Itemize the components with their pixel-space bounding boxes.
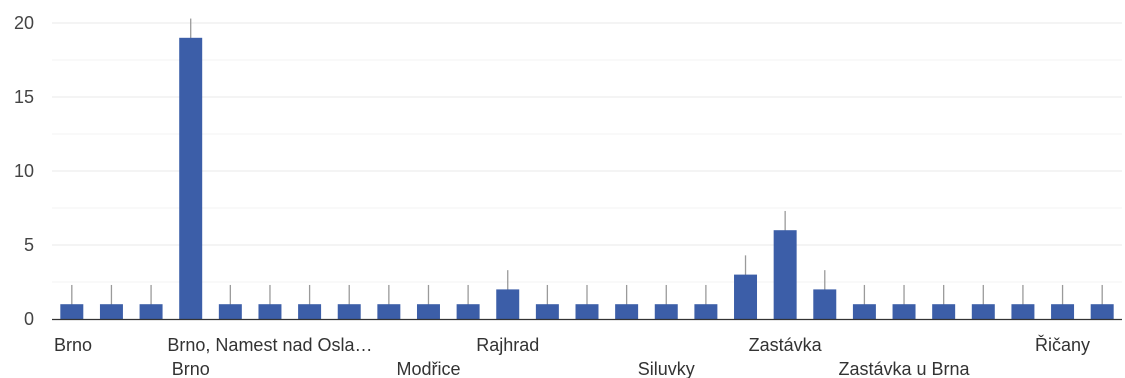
x-category-label: Rajhrad	[476, 335, 539, 355]
x-axis: Brno Brno Brno, Namest nad Osla… Modřice Raj…	[52, 318, 1122, 378]
bar	[1011, 304, 1035, 319]
bar	[1051, 304, 1075, 319]
bar	[535, 304, 559, 319]
x-category-label: Brno	[172, 359, 210, 378]
x-category-label: Zastávka	[749, 335, 823, 355]
bar	[179, 37, 203, 320]
bar	[734, 274, 758, 319]
bar	[298, 304, 322, 319]
x-category-label: Brno, Namest nad Osla…	[167, 335, 372, 355]
bar	[813, 289, 837, 319]
bar	[416, 304, 440, 319]
bar	[694, 304, 718, 319]
bars	[60, 37, 1114, 320]
bar	[337, 304, 361, 319]
x-category-label: Modřice	[396, 359, 460, 378]
x-category-label: Zastávka u Brna	[839, 359, 971, 378]
bar	[654, 304, 678, 319]
y-axis: 0 5 10 15 20	[14, 13, 34, 329]
bar	[615, 304, 639, 319]
y-tick-label: 15	[14, 87, 34, 107]
grid-lines	[52, 22, 1122, 283]
bar	[496, 289, 520, 319]
bar	[139, 304, 163, 319]
bar	[971, 304, 995, 319]
bar	[60, 304, 84, 319]
bar	[575, 304, 599, 319]
y-tick-label: 5	[24, 235, 34, 255]
bar	[892, 304, 916, 319]
bar	[852, 304, 876, 319]
bar	[932, 304, 956, 319]
bar	[773, 230, 797, 319]
bar	[218, 304, 242, 319]
y-tick-label: 20	[14, 13, 34, 33]
x-category-label: Siluvky	[638, 359, 695, 378]
bar	[99, 304, 123, 319]
x-category-label: Řičany	[1035, 335, 1090, 355]
bar	[456, 304, 480, 319]
bar	[1090, 304, 1114, 319]
bar	[258, 304, 282, 319]
x-category-label: Brno	[54, 335, 92, 355]
bar	[377, 304, 401, 319]
error-bars	[71, 18, 1103, 319]
y-tick-label: 0	[24, 309, 34, 329]
y-tick-label: 10	[14, 161, 34, 181]
